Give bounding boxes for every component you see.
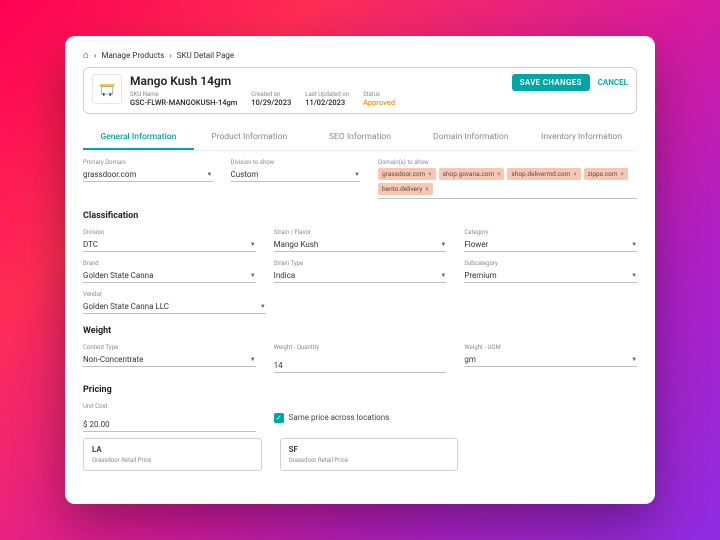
subcategory-select[interactable]: Premium▼ [464,269,637,283]
chip-remove-icon[interactable]: × [497,171,500,178]
breadcrumb-level1[interactable]: Manage Products [101,51,164,60]
tab-seo-information[interactable]: SEO Information [305,126,416,150]
primary-domain-label: Primary Domain [83,159,213,166]
product-thumbnail[interactable] [92,74,122,104]
tabs: General Information Product Information … [83,126,637,151]
breadcrumb-sep: › [94,51,96,60]
retail-price-label: Grassdoor Retail Price [289,457,450,464]
chevron-down-icon: ▼ [203,171,213,178]
header-card: Mango Kush 14gm SKU Name GSC-FLWR-MANGOK… [83,67,637,114]
strain-type-label: Strain Type [274,260,447,267]
updated-on-value: 11/02/2023 [305,98,349,107]
division-to-show-label: Division to show [231,159,361,166]
division-label: Division [83,229,256,236]
category-select[interactable]: Flower▼ [464,238,637,252]
breadcrumb-level2: SKU Detail Page [177,51,234,60]
status-value: Approved [363,98,395,107]
price-card-sf: SF Grassdoor Retail Price [280,438,459,471]
category-label: Category [464,229,637,236]
strain-flavor-label: Strain / Flavor [274,229,447,236]
strain-type-select[interactable]: Indica▼ [274,269,447,283]
header-main: Mango Kush 14gm SKU Name GSC-FLWR-MANGOK… [130,74,504,107]
chevron-down-icon: ▼ [246,241,256,248]
content-type-label: Content Type [83,344,256,351]
domain-chip[interactable]: shop.delivermd.com× [507,168,580,180]
breadcrumb: ⌂ › Manage Products › SKU Detail Page [83,50,637,61]
page-title: Mango Kush 14gm [130,74,504,88]
primary-domain-select[interactable]: grassdoor.com ▼ [83,168,213,182]
product-image-icon [97,79,117,99]
chevron-down-icon: ▼ [350,171,360,178]
content-type-select[interactable]: Non-Concentrate▼ [83,353,256,367]
chip-remove-icon[interactable]: × [573,171,576,178]
chevron-down-icon: ▼ [246,272,256,279]
chevron-down-icon: ▼ [436,272,446,279]
sku-name-value: GSC-FLWR-MANGOKUSH-14gm [130,98,237,107]
cancel-button[interactable]: CANCEL [598,78,628,87]
weight-quantity-label: Weight - Quantity [274,344,447,351]
domains-to-show-label: Domain(s) to show [378,159,637,166]
chevron-down-icon: ▼ [246,356,256,363]
vendor-select[interactable]: Golden State Canna LLC▼ [83,300,266,314]
home-icon[interactable]: ⌂ [83,50,89,61]
pricing-heading: Pricing [83,385,637,395]
price-location: LA [92,445,253,454]
chevron-down-icon: ▼ [627,272,637,279]
tab-domain-information[interactable]: Domain Information [415,126,526,150]
chevron-down-icon: ▼ [256,303,266,310]
weight-quantity-input[interactable] [274,359,447,373]
chip-remove-icon[interactable]: × [621,171,624,178]
created-on-value: 10/29/2023 [251,98,291,107]
weight-uom-label: Weight - UOM [464,344,637,351]
chevron-down-icon: ▼ [436,241,446,248]
unit-cost-input[interactable] [83,418,256,432]
price-card-la: LA Grassdoor Retail Price [83,438,262,471]
sku-detail-window: ⌂ › Manage Products › SKU Detail Page Ma… [65,36,655,504]
vendor-label: Vendor [83,291,266,298]
updated-on-label: Last Updated on [305,91,349,98]
sku-name-label: SKU Name [130,91,237,98]
breadcrumb-sep: › [169,51,171,60]
status-label: Status [363,91,395,98]
tab-general-information[interactable]: General Information [83,126,194,150]
chip-remove-icon[interactable]: × [425,186,428,193]
brand-select[interactable]: Golden State Canna▼ [83,269,256,283]
chevron-down-icon: ▼ [627,241,637,248]
domain-chip[interactable]: shop.govana.com× [439,168,505,180]
weight-uom-select[interactable]: gm▼ [464,353,637,367]
weight-heading: Weight [83,326,637,336]
domains-chip-input[interactable]: grassdoor.com× shop.govana.com× shop.del… [378,168,637,199]
division-select[interactable]: DTC▼ [83,238,256,252]
unit-cost-label: Unit Cost [83,403,256,410]
classification-heading: Classification [83,211,637,221]
domain-chip[interactable]: grassdoor.com× [378,168,436,180]
tab-inventory-information[interactable]: Inventory Information [526,126,637,150]
same-price-checkbox[interactable]: ✓ [274,413,284,423]
division-to-show-value: Custom [231,170,259,179]
tab-product-information[interactable]: Product Information [194,126,305,150]
chip-remove-icon[interactable]: × [428,171,431,178]
created-on-label: Created on [251,91,291,98]
price-location: SF [289,445,450,454]
domain-chip[interactable]: zipps.com× [584,168,628,180]
subcategory-label: Subcategory [464,260,637,267]
retail-price-label: Grassdoor Retail Price [92,457,253,464]
brand-label: Brand [83,260,256,267]
domain-chip[interactable]: bento.delivery× [378,183,433,195]
chevron-down-icon: ▼ [627,356,637,363]
same-price-label: Same price across locations [289,413,390,422]
primary-domain-value: grassdoor.com [83,170,136,179]
division-to-show-select[interactable]: Custom ▼ [231,168,361,182]
strain-flavor-select[interactable]: Mango Kush▼ [274,238,447,252]
save-changes-button[interactable]: SAVE CHANGES [512,74,590,91]
